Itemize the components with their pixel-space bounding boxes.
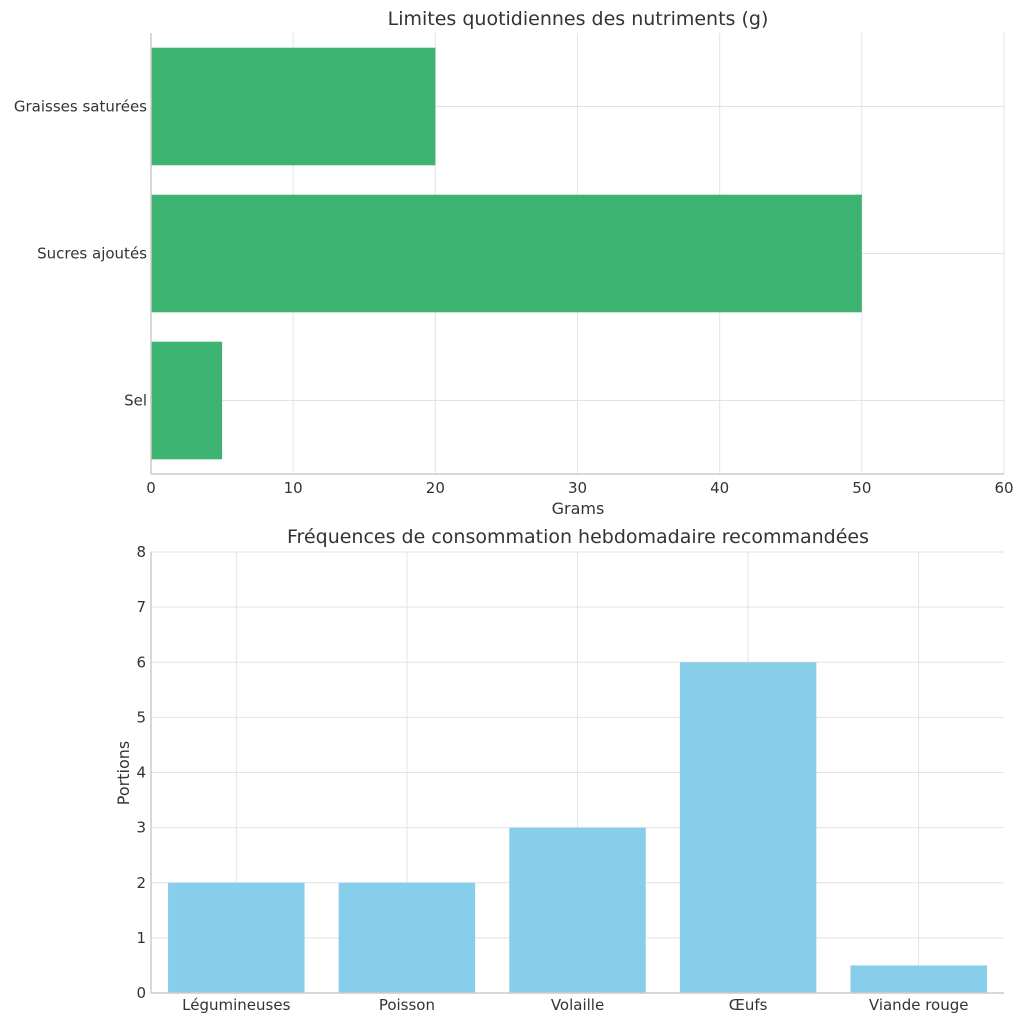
- weekly-frequency-spines: [150, 552, 1004, 994]
- y-tick-label: 4: [136, 764, 146, 782]
- y-tick-label: 2: [136, 874, 146, 892]
- bar-legumineuses: [168, 882, 305, 993]
- x-tick-label: 50: [852, 479, 871, 497]
- y-tick-label-graisses-saturees: Graisses saturées: [14, 98, 147, 116]
- weekly-frequency-bars: [168, 662, 987, 993]
- weekly-frequency-y-ticks: 0 1 2 3 4 5 6 7 8: [136, 543, 146, 1002]
- weekly-frequency-y-axis-label: Portions: [114, 741, 133, 805]
- x-tick-label: 20: [426, 479, 445, 497]
- x-tick-label: 40: [710, 479, 729, 497]
- y-tick-label: 6: [136, 653, 146, 671]
- y-tick-label: 3: [136, 819, 146, 837]
- bar-viande-rouge: [850, 965, 987, 993]
- nutrient-limits-spines: [150, 33, 1004, 475]
- x-tick-label: 10: [284, 479, 303, 497]
- bar-sel: [151, 341, 223, 460]
- x-tick-label-poisson: Poisson: [379, 996, 435, 1014]
- nutrient-limits-title: Limites quotidiennes des nutriments (g): [388, 8, 769, 30]
- weekly-frequency-x-ticks: Légumineuses Poisson Volaille Œufs Viande ro…: [182, 996, 968, 1014]
- x-tick-label-viande-rouge: Viande rouge: [869, 996, 969, 1014]
- x-tick-label-legumineuses: Légumineuses: [182, 996, 290, 1014]
- y-tick-label: 0: [136, 984, 146, 1002]
- nutrient-limits-x-axis-label: Grams: [552, 499, 605, 518]
- bar-volaille: [509, 827, 646, 993]
- x-tick-label-volaille: Volaille: [551, 996, 604, 1014]
- nutrient-limits-y-ticks: Sel Sucres ajoutés Graisses saturées: [14, 98, 147, 410]
- y-tick-label: 1: [136, 929, 146, 947]
- y-tick-label-sel: Sel: [124, 392, 147, 410]
- x-tick-label: 60: [994, 479, 1013, 497]
- nutrient-limits-x-ticks: 0 10 20 30 40 50 60: [146, 479, 1013, 497]
- nutrient-limits-bars: [151, 47, 862, 460]
- x-tick-label: 30: [568, 479, 587, 497]
- y-tick-label-sucres-ajoutes: Sucres ajoutés: [37, 245, 147, 263]
- bar-sucres-ajoutes: [151, 194, 862, 313]
- bar-graisses-saturees: [151, 47, 436, 166]
- x-tick-label-oeufs: Œufs: [729, 996, 768, 1014]
- bar-poisson: [338, 882, 476, 993]
- y-tick-label: 7: [136, 598, 146, 616]
- weekly-frequency-title: Fréquences de consommation hebdomadaire …: [287, 526, 869, 548]
- y-tick-label: 8: [136, 543, 146, 561]
- x-tick-label: 0: [146, 479, 156, 497]
- bar-oeufs: [679, 662, 817, 993]
- y-tick-label: 5: [136, 708, 146, 726]
- nutrient-limits-chart: 0 10 20 30 40 50 60 Sel Sucres ajoutés Graisses …: [14, 8, 1014, 518]
- weekly-frequency-chart: Légumineuses Poisson Volaille Œufs Viande ro…: [114, 526, 1004, 1014]
